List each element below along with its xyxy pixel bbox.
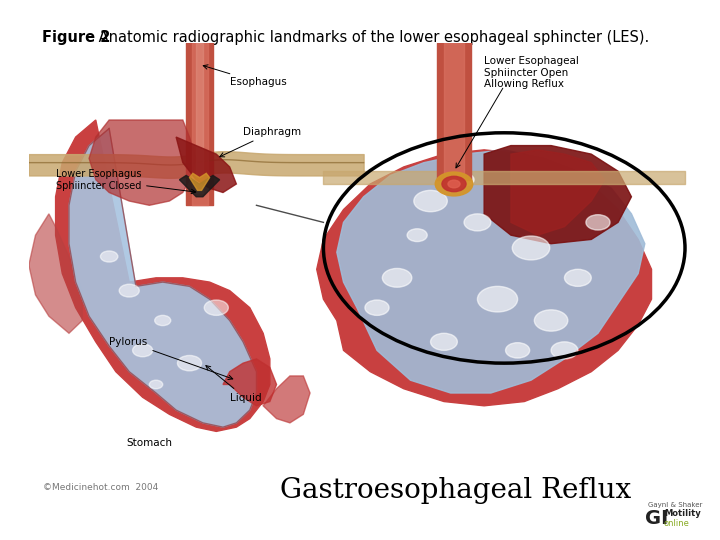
Polygon shape (69, 129, 256, 427)
Circle shape (101, 251, 118, 262)
Text: Lower Esophagus
Sphiincter Closed: Lower Esophagus Sphiincter Closed (55, 169, 196, 194)
Circle shape (448, 180, 460, 188)
Circle shape (505, 343, 530, 358)
Circle shape (436, 172, 473, 196)
Polygon shape (176, 137, 236, 192)
Text: Anatomic radiographic landmarks of the lower esophageal sphincter (LES).: Anatomic radiographic landmarks of the l… (94, 30, 649, 45)
Polygon shape (484, 146, 631, 244)
Text: Gaynl & Shaker: Gaynl & Shaker (648, 502, 703, 508)
Polygon shape (55, 120, 270, 431)
Circle shape (120, 284, 139, 297)
Circle shape (534, 310, 568, 331)
Circle shape (586, 215, 610, 230)
Circle shape (149, 380, 163, 389)
Circle shape (564, 269, 591, 286)
Circle shape (407, 229, 427, 241)
Polygon shape (264, 376, 310, 423)
Circle shape (464, 214, 491, 231)
Text: Figure 2: Figure 2 (42, 30, 110, 45)
Text: online: online (664, 518, 690, 528)
Circle shape (414, 191, 447, 212)
Polygon shape (337, 150, 645, 393)
Text: Diaphragm: Diaphragm (220, 127, 301, 157)
Circle shape (454, 173, 474, 186)
Text: Liquid: Liquid (206, 366, 261, 403)
Circle shape (155, 315, 171, 326)
Circle shape (382, 268, 412, 287)
Polygon shape (511, 150, 605, 235)
Circle shape (138, 227, 161, 243)
Text: Pylorus: Pylorus (109, 337, 233, 380)
Text: ©Medicinehot.com  2004: ©Medicinehot.com 2004 (43, 483, 158, 492)
Circle shape (477, 286, 518, 312)
Circle shape (442, 176, 466, 192)
Circle shape (132, 344, 153, 357)
Text: Lower Esophageal
Sphiincter Open
Allowing Reflux: Lower Esophageal Sphiincter Open Allowin… (484, 56, 579, 89)
Circle shape (512, 236, 550, 260)
Circle shape (365, 300, 389, 315)
Circle shape (223, 252, 236, 261)
Circle shape (177, 355, 202, 371)
Text: Stomach: Stomach (126, 438, 172, 448)
Text: Esophagus: Esophagus (203, 65, 287, 87)
Polygon shape (89, 120, 197, 205)
Polygon shape (189, 173, 210, 191)
Text: GI: GI (645, 509, 668, 528)
Polygon shape (29, 214, 82, 333)
Polygon shape (317, 150, 652, 406)
Polygon shape (223, 359, 276, 406)
Circle shape (204, 300, 228, 315)
Circle shape (551, 342, 578, 359)
Circle shape (323, 133, 685, 363)
Circle shape (161, 255, 191, 274)
Circle shape (189, 210, 203, 218)
Circle shape (431, 333, 457, 350)
Text: Motility: Motility (664, 509, 701, 517)
Circle shape (204, 232, 215, 239)
Polygon shape (179, 176, 220, 197)
Text: Gastroesophageal Reflux: Gastroesophageal Reflux (280, 476, 631, 503)
